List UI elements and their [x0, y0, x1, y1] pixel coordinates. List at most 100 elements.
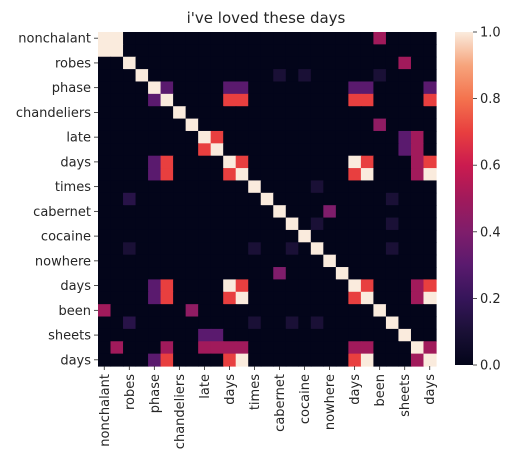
heatmap-cell: [410, 328, 425, 342]
heatmap-cell: [410, 93, 425, 107]
heatmap-cell: [285, 44, 299, 58]
heatmap-cell: [223, 192, 237, 206]
heatmap-cell: [360, 168, 375, 182]
heatmap-cell: [248, 192, 262, 206]
heatmap-cell: [273, 106, 287, 120]
heatmap-cell: [198, 205, 212, 219]
heatmap-cell: [310, 56, 324, 70]
heatmap-cell: [135, 130, 149, 144]
heatmap-cell: [348, 304, 362, 318]
heatmap-cell: [160, 168, 174, 182]
heatmap-cell: [373, 304, 387, 318]
heatmap-cell: [160, 106, 174, 120]
heatmap-cell: [423, 341, 437, 355]
heatmap-cell: [173, 316, 187, 330]
heatmap-cell: [273, 44, 287, 58]
heatmap-cell: [335, 267, 349, 281]
heatmap-cell: [310, 267, 324, 281]
heatmap-cell: [123, 192, 137, 206]
heatmap-cell: [335, 279, 349, 293]
heatmap-cell: [123, 118, 137, 132]
heatmap-cell: [385, 192, 400, 206]
heatmap-cell: [148, 341, 162, 355]
heatmap-cell: [223, 242, 237, 256]
heatmap-cell: [148, 143, 162, 157]
heatmap-cell: [235, 32, 249, 45]
x-tick-label: days: [423, 374, 438, 405]
heatmap-cell: [148, 217, 162, 231]
heatmap-cell: [323, 93, 337, 107]
heatmap-cell: [423, 353, 437, 367]
heatmap-cell: [260, 168, 274, 182]
heatmap-cell: [423, 291, 437, 305]
heatmap-cell: [335, 44, 349, 58]
heatmap-cell: [410, 81, 425, 95]
heatmap-cell: [323, 353, 337, 367]
heatmap-cell: [123, 155, 137, 169]
heatmap-cell: [273, 93, 287, 107]
heatmap-cell: [210, 32, 224, 45]
heatmap-cell: [323, 69, 337, 83]
heatmap-cell: [98, 130, 112, 144]
heatmap-cell: [235, 81, 249, 95]
heatmap-cell: [285, 229, 299, 243]
heatmap-cell: [360, 143, 375, 157]
heatmap-cell: [123, 180, 137, 194]
heatmap-cell: [410, 180, 425, 194]
heatmap-cell: [373, 353, 387, 367]
heatmap-cell: [185, 341, 199, 355]
heatmap-cell: [273, 279, 287, 293]
heatmap-cell: [210, 56, 224, 70]
heatmap-cell: [298, 304, 312, 318]
heatmap-cell: [185, 155, 199, 169]
heatmap-cell: [385, 267, 400, 281]
heatmap-cell: [285, 56, 299, 70]
x-tick-label: days: [223, 374, 238, 405]
heatmap-cell: [410, 217, 425, 231]
heatmap-cell: [310, 192, 324, 206]
heatmap-cell: [160, 205, 174, 219]
heatmap-cell: [360, 106, 375, 120]
heatmap-cell: [110, 229, 124, 243]
heatmap-cell: [323, 217, 337, 231]
heatmap-cell: [160, 328, 174, 342]
heatmap-cell: [110, 254, 124, 268]
heatmap-cell: [385, 155, 400, 169]
heatmap-cell: [310, 118, 324, 132]
heatmap-cell: [110, 130, 124, 144]
heatmap-cell: [410, 316, 425, 330]
heatmap-cell: [248, 328, 262, 342]
heatmap-cell: [235, 118, 249, 132]
heatmap-cell: [173, 291, 187, 305]
heatmap-cell: [235, 229, 249, 243]
heatmap-cell: [273, 155, 287, 169]
heatmap-cell: [348, 56, 362, 70]
heatmap-cell: [348, 69, 362, 83]
heatmap-cell: [360, 254, 375, 268]
heatmap-cell: [398, 328, 412, 342]
heatmap-cell: [423, 32, 437, 45]
heatmap-cell: [198, 279, 212, 293]
heatmap-cell: [285, 32, 299, 45]
heatmap-cell: [135, 267, 149, 281]
heatmap-cell: [385, 279, 400, 293]
heatmap-cell: [135, 205, 149, 219]
heatmap-cell: [360, 328, 375, 342]
heatmap-cell: [348, 217, 362, 231]
heatmap-cell: [160, 267, 174, 281]
heatmap-cell: [410, 192, 425, 206]
heatmap-cell: [160, 291, 174, 305]
heatmap-cell: [373, 229, 387, 243]
heatmap-cell: [385, 118, 400, 132]
heatmap-cell: [298, 353, 312, 367]
heatmap-cell: [385, 242, 400, 256]
heatmap-cell: [185, 32, 199, 45]
x-tick-labels: nonchalant robes phase chandeliers late days t…: [98, 366, 438, 449]
heatmap-cell: [223, 168, 237, 182]
heatmap-cell: [185, 130, 199, 144]
heatmap-cell: [410, 279, 425, 293]
heatmap-cell: [123, 304, 137, 318]
heatmap-cell: [123, 32, 137, 45]
heatmap-cell: [285, 192, 299, 206]
heatmap-cell: [98, 353, 112, 367]
